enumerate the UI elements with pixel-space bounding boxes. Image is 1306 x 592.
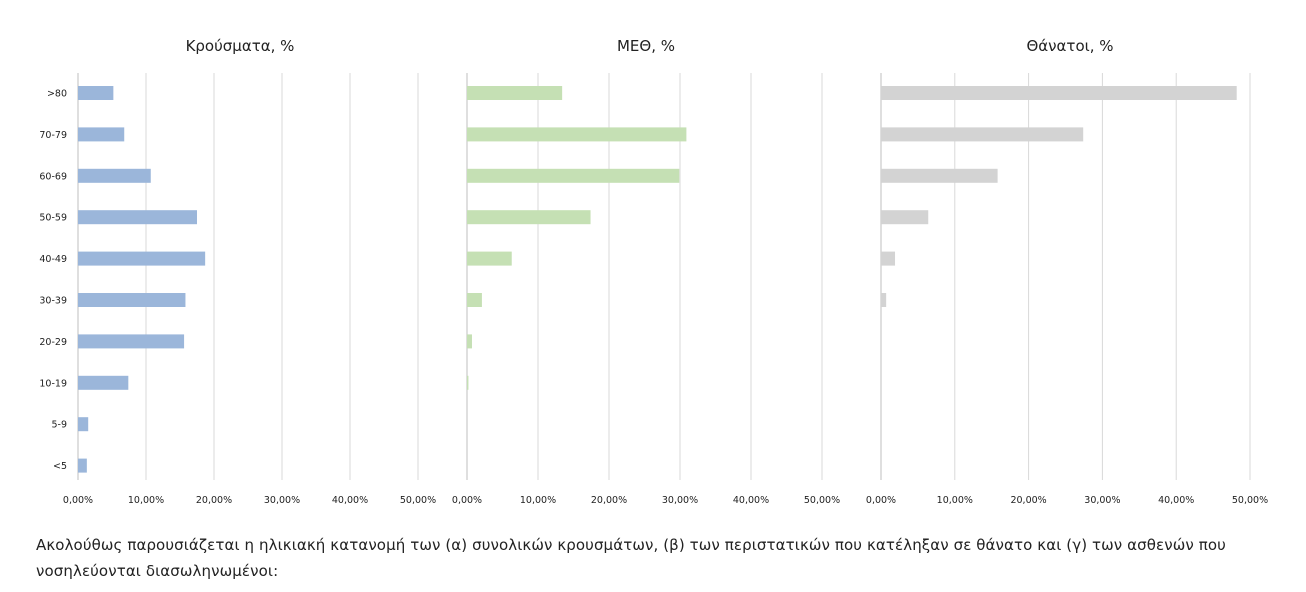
tick-label: 50,00% bbox=[804, 495, 840, 506]
tick-label: 20,00% bbox=[1010, 495, 1046, 506]
bar bbox=[467, 375, 469, 390]
bar bbox=[78, 417, 89, 432]
tick-label: 20,00% bbox=[196, 495, 232, 506]
tick-label: 40,00% bbox=[1158, 495, 1194, 506]
bar bbox=[881, 210, 929, 225]
tick-label: 20,00% bbox=[591, 495, 627, 506]
bar bbox=[467, 210, 591, 225]
bar bbox=[467, 293, 482, 307]
tick-label: 10,00% bbox=[520, 495, 556, 506]
bar bbox=[881, 168, 998, 183]
tick-label: 10,00% bbox=[128, 495, 164, 506]
tick-label: 10,00% bbox=[937, 495, 973, 506]
category-label: >80 bbox=[47, 89, 67, 100]
category-label: 5-9 bbox=[51, 420, 67, 431]
bar bbox=[78, 86, 114, 100]
tick-label: 40,00% bbox=[733, 495, 769, 506]
category-label: 60-69 bbox=[39, 171, 67, 182]
tick-label: 0,00% bbox=[866, 495, 896, 506]
bar bbox=[881, 127, 1084, 142]
chart-title: Θάνατοι, % bbox=[1026, 37, 1113, 55]
category-label: 10-19 bbox=[39, 378, 67, 389]
bar bbox=[78, 458, 87, 473]
chart-panel-2: Θάνατοι, % 0,00% 10,00% 20,00% 30,00% 40,00% 5… bbox=[866, 37, 1268, 506]
category-label: <5 bbox=[53, 461, 67, 472]
chart-title: ΜΕΘ, % bbox=[617, 37, 675, 55]
bar bbox=[467, 251, 512, 266]
category-label: 50-59 bbox=[39, 213, 67, 224]
bar-charts-svg: Κρούσματα, % >80 70-79 60-69 50-59 40-49 30-39… bbox=[39, 37, 1268, 506]
bar bbox=[467, 168, 680, 183]
tick-label: 50,00% bbox=[1232, 495, 1268, 506]
bar bbox=[78, 210, 197, 225]
bar bbox=[78, 334, 185, 349]
bar bbox=[78, 251, 206, 266]
tick-label: 0,00% bbox=[452, 495, 482, 506]
bar bbox=[78, 375, 129, 390]
bar bbox=[78, 168, 151, 183]
tick-label: 40,00% bbox=[332, 495, 368, 506]
tick-label: 30,00% bbox=[1084, 495, 1120, 506]
category-label: 30-39 bbox=[39, 296, 67, 307]
bar bbox=[78, 293, 186, 307]
category-label: 70-79 bbox=[39, 130, 67, 141]
caption-text: Ακολούθως παρουσιάζεται η ηλικιακή καταν… bbox=[36, 536, 1226, 580]
tick-label: 30,00% bbox=[264, 495, 300, 506]
charts-area: Κρούσματα, % >80 70-79 60-69 50-59 40-49 30-39… bbox=[39, 37, 1268, 506]
category-label: 40-49 bbox=[39, 254, 67, 265]
bar bbox=[467, 127, 687, 142]
bar bbox=[881, 251, 896, 266]
tick-label: 50,00% bbox=[400, 495, 436, 506]
bar bbox=[881, 293, 887, 307]
chart-title: Κρούσματα, % bbox=[186, 37, 295, 55]
chart-panel-1: ΜΕΘ, % 0,00% 10,00% 20,00% 30,00% 40,00% 50,00… bbox=[452, 37, 840, 506]
chart-panel-0: Κρούσματα, % >80 70-79 60-69 50-59 40-49 30-39… bbox=[39, 37, 436, 506]
bar bbox=[78, 127, 125, 142]
bar bbox=[467, 334, 472, 349]
tick-label: 0,00% bbox=[63, 495, 93, 506]
category-label: 20-29 bbox=[39, 337, 67, 348]
bar bbox=[881, 86, 1237, 100]
tick-label: 30,00% bbox=[662, 495, 698, 506]
bar bbox=[467, 86, 563, 100]
